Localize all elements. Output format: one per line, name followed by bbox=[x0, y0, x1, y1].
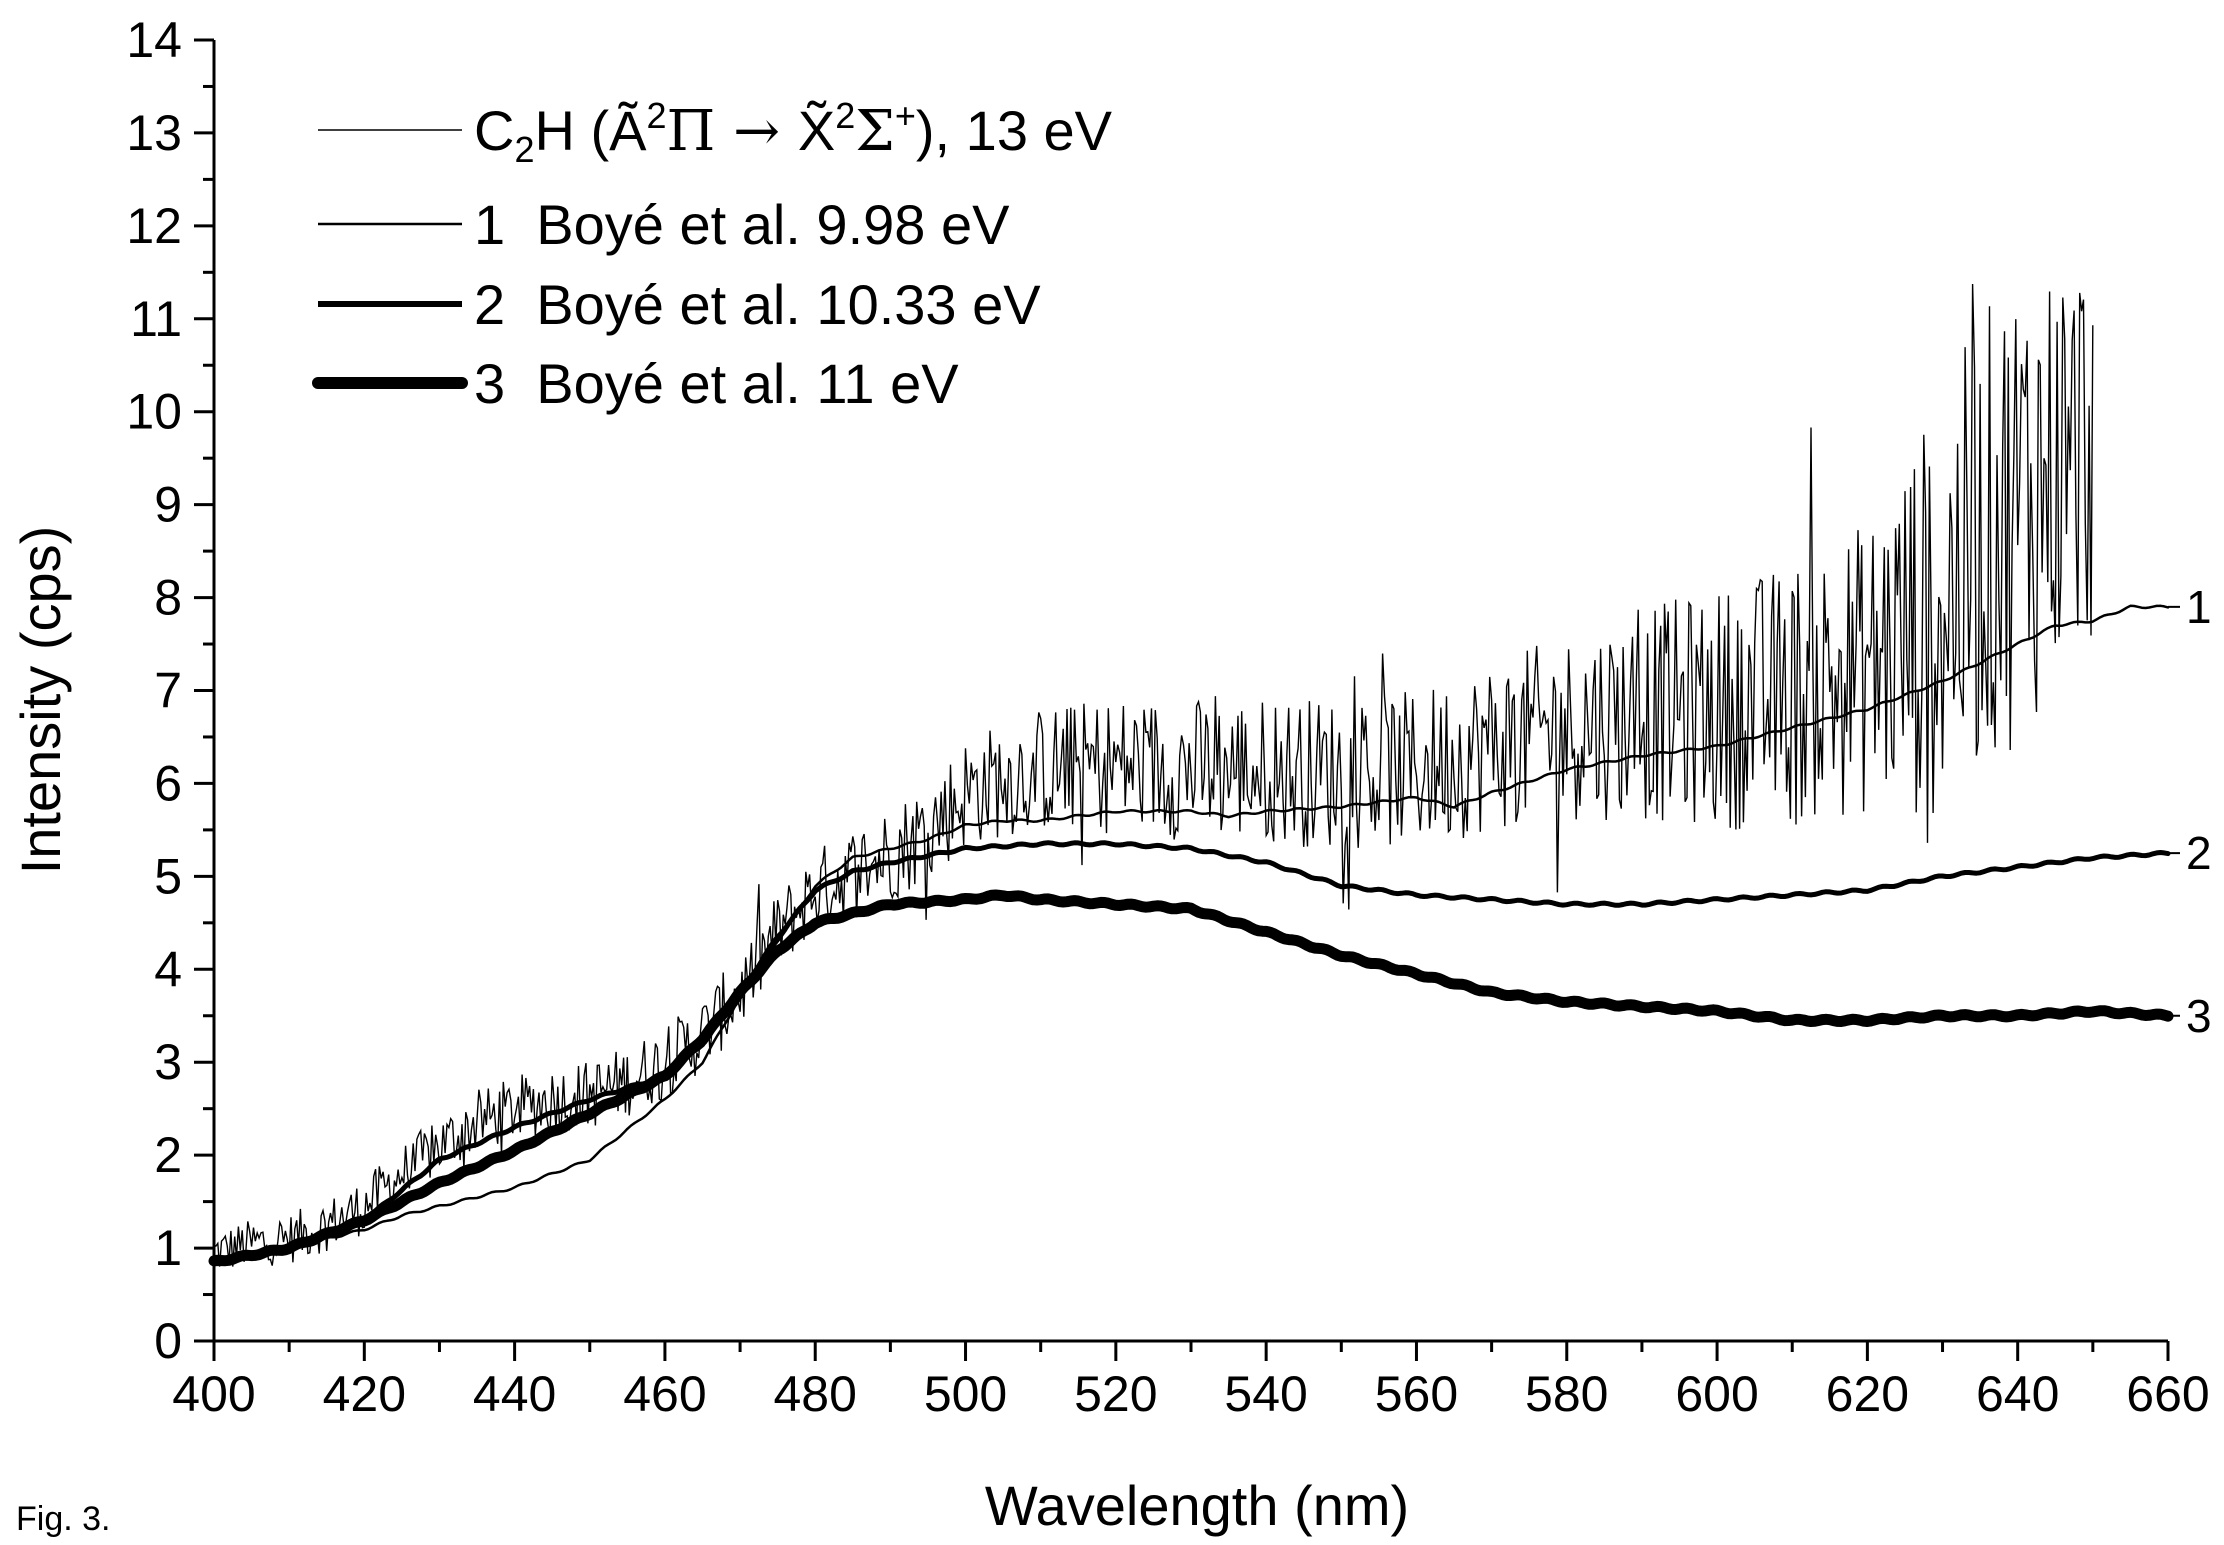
y-tick-label: 8 bbox=[154, 570, 182, 626]
x-tick-label: 660 bbox=[2126, 1366, 2209, 1422]
legend-c2h-c: C bbox=[474, 99, 514, 162]
legend-c2h-sub: 2 bbox=[514, 129, 534, 170]
y-tick-label: 10 bbox=[126, 384, 182, 440]
series-line-3 bbox=[208, 889, 2174, 1267]
y-tick-label: 11 bbox=[130, 291, 182, 347]
y-tick-label: 2 bbox=[154, 1127, 182, 1183]
x-tick-label: 540 bbox=[1224, 1366, 1307, 1422]
legend-a-symbol: Ã bbox=[609, 99, 647, 162]
y-tick-label: 7 bbox=[154, 663, 182, 719]
x-tick-label: 520 bbox=[1074, 1366, 1157, 1422]
legend-label-c2h: C2H (Ã2Π → X̃2Σ+), 13 eV bbox=[474, 95, 1113, 170]
x-tick-label: 580 bbox=[1525, 1366, 1608, 1422]
legend-sigma-sup: + bbox=[895, 95, 916, 136]
y-tick-label: 13 bbox=[126, 105, 182, 161]
y-tick-label: 14 bbox=[126, 12, 182, 68]
series-line-c2h bbox=[213, 283, 2094, 1267]
y-tick-label: 3 bbox=[154, 1034, 182, 1090]
x-tick-label: 620 bbox=[1826, 1366, 1909, 1422]
series-end-label-3: 3 bbox=[2186, 990, 2212, 1042]
legend-c2h-h: H ( bbox=[534, 99, 609, 162]
x-tick-label: 600 bbox=[1675, 1366, 1758, 1422]
x-tick-label: 460 bbox=[623, 1366, 706, 1422]
legend-label-3: 3 Boyé et al. 11 eV bbox=[474, 352, 959, 415]
y-tick-label: 5 bbox=[154, 848, 182, 904]
series-end-labels: 1 2 3 bbox=[2168, 581, 2212, 1042]
legend-x-symbol: X̃ bbox=[798, 99, 835, 162]
y-tick-label: 1 bbox=[154, 1220, 182, 1276]
series-line-2 bbox=[211, 840, 2171, 1264]
x-tick-label: 500 bbox=[924, 1366, 1007, 1422]
legend-c2h-tail: ), 13 eV bbox=[916, 99, 1113, 162]
x-tick-label: 420 bbox=[323, 1366, 406, 1422]
x-tick-label: 480 bbox=[774, 1366, 857, 1422]
x-tick-label: 400 bbox=[172, 1366, 255, 1422]
series-end-label-1: 1 bbox=[2186, 581, 2212, 633]
legend-x-sup: 2 bbox=[835, 95, 855, 136]
series-layer bbox=[208, 283, 2174, 1267]
legend-a-sup: 2 bbox=[647, 95, 667, 136]
y-tick-label: 4 bbox=[154, 941, 182, 997]
y-tick-label: 0 bbox=[154, 1313, 182, 1369]
x-axis-title: Wavelength (nm) bbox=[985, 1474, 1409, 1537]
legend-pi-arrow: Π → bbox=[667, 99, 798, 164]
y-tick-label: 9 bbox=[154, 477, 182, 533]
figure-caption: Fig. 3. bbox=[16, 1500, 111, 1538]
y-tick-label: 6 bbox=[154, 755, 182, 811]
x-tick-label: 560 bbox=[1375, 1366, 1458, 1422]
legend-label-2: 2 Boyé et al. 10.33 eV bbox=[474, 273, 1041, 336]
axis-tick-labels: 400 420 440 460 480 500 520 540 560 580 600 620 640 6… bbox=[126, 12, 2209, 1422]
x-tick-label: 440 bbox=[473, 1366, 556, 1422]
legend: C2H (Ã2Π → X̃2Σ+), 13 eV 1 Boyé et al. 9… bbox=[312, 95, 1113, 415]
x-tick-label: 640 bbox=[1976, 1366, 2059, 1422]
y-axis-title: Intensity (cps) bbox=[9, 526, 72, 875]
y-tick-label: 12 bbox=[126, 198, 182, 254]
legend-sigma: Σ bbox=[855, 99, 895, 164]
series-end-label-2: 2 bbox=[2186, 827, 2212, 879]
axis-ticks bbox=[194, 38, 2170, 1361]
series-line-1 bbox=[212, 604, 2170, 1259]
legend-label-1: 1 Boyé et al. 9.98 eV bbox=[474, 193, 1010, 256]
